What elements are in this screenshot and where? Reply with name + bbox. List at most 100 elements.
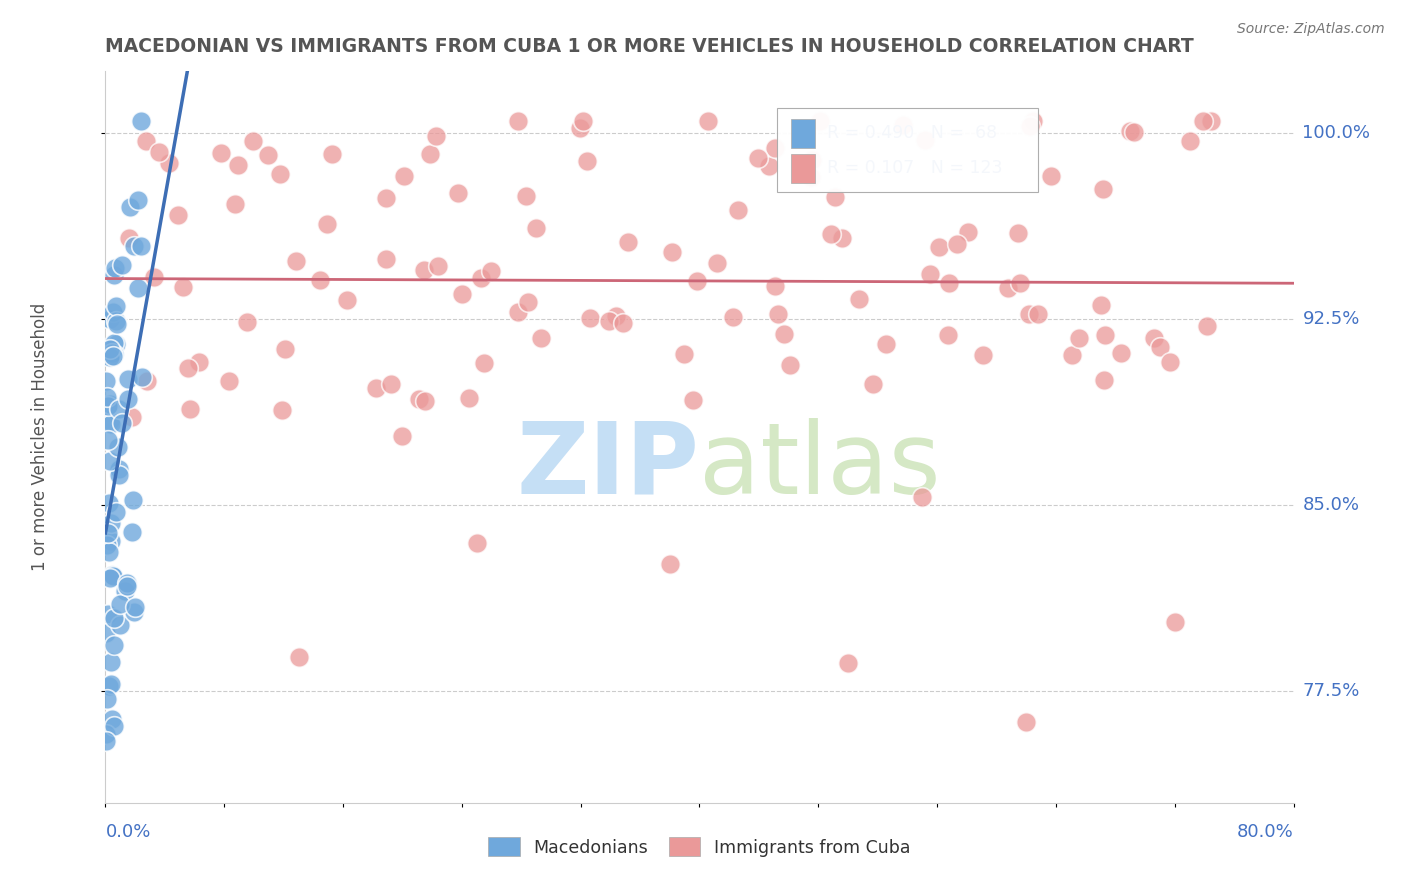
Point [862, 377, 884, 392]
Point [97, 545, 120, 559]
Point [808, 114, 831, 128]
Point [101, 305, 124, 319]
Point [1040, 169, 1063, 183]
Point [97, 525, 120, 540]
Point [97, 433, 120, 447]
Point [572, 114, 595, 128]
Point [117, 392, 139, 406]
Point [122, 493, 145, 508]
Point [1090, 298, 1112, 312]
Point [115, 579, 138, 593]
Point [96, 390, 118, 404]
Point [747, 151, 769, 165]
Point [105, 314, 128, 328]
Point [1092, 373, 1115, 387]
Point [706, 256, 728, 270]
Point [831, 231, 853, 245]
Point [316, 217, 339, 231]
Point [98, 414, 121, 428]
Point [374, 252, 396, 266]
Point [997, 281, 1019, 295]
Point [779, 358, 801, 372]
Point [617, 235, 640, 249]
Point [920, 267, 942, 281]
Point [321, 147, 343, 161]
Point [1123, 124, 1146, 138]
Point [111, 416, 134, 430]
Point [104, 337, 127, 351]
Point [100, 417, 122, 432]
Point [98, 454, 121, 468]
Point [938, 276, 960, 290]
Point [1195, 319, 1218, 334]
Point [1010, 276, 1032, 290]
Point [419, 146, 441, 161]
Point [891, 118, 914, 132]
Point [121, 409, 143, 424]
Point [103, 568, 125, 582]
Point [938, 328, 960, 343]
Point [273, 342, 295, 356]
Point [336, 293, 359, 308]
Text: 80.0%: 80.0% [1237, 822, 1294, 840]
Point [177, 361, 200, 376]
Point [575, 153, 598, 168]
Point [1192, 114, 1215, 128]
Point [364, 381, 387, 395]
Point [97, 496, 120, 510]
Point [1109, 346, 1132, 360]
Point [120, 200, 142, 214]
Text: R = 0.490   N =  68: R = 0.490 N = 68 [827, 124, 997, 142]
FancyBboxPatch shape [792, 119, 814, 148]
Point [1143, 331, 1166, 345]
Point [530, 331, 553, 345]
Point [285, 254, 308, 268]
Point [100, 567, 122, 582]
Point [98, 679, 121, 693]
Point [820, 227, 842, 241]
Point [103, 347, 125, 361]
Point [124, 599, 146, 614]
Point [721, 310, 744, 325]
Point [135, 374, 157, 388]
Text: 92.5%: 92.5% [1302, 310, 1360, 328]
Point [1164, 615, 1187, 629]
Legend: Macedonians, Immigrants from Cuba: Macedonians, Immigrants from Cuba [481, 830, 918, 863]
Point [129, 114, 152, 128]
Point [1199, 114, 1222, 128]
Point [1069, 331, 1091, 345]
Point [122, 238, 145, 252]
Point [1018, 307, 1040, 321]
Point [269, 167, 291, 181]
Point [470, 271, 492, 285]
Point [1178, 134, 1201, 148]
Point [578, 310, 600, 325]
Point [928, 240, 950, 254]
Point [516, 295, 538, 310]
Point [911, 490, 934, 504]
Point [100, 534, 122, 549]
Point [110, 618, 132, 632]
Point [1159, 355, 1181, 369]
Point [515, 189, 537, 203]
Point [242, 134, 264, 148]
FancyBboxPatch shape [792, 153, 814, 183]
Point [457, 392, 479, 406]
Point [837, 656, 859, 670]
Text: R = 0.107   N = 123: R = 0.107 N = 123 [827, 160, 1002, 178]
Point [100, 655, 122, 669]
Point [658, 557, 681, 571]
Point [117, 372, 139, 386]
Point [108, 462, 131, 476]
Point [218, 374, 240, 388]
Point [605, 310, 627, 324]
Point [96, 727, 118, 741]
Point [506, 305, 529, 319]
Point [107, 467, 129, 482]
Point [380, 376, 402, 391]
Point [108, 401, 131, 416]
Point [1007, 226, 1029, 240]
Point [598, 314, 620, 328]
Point [179, 401, 201, 416]
Point [568, 120, 591, 135]
